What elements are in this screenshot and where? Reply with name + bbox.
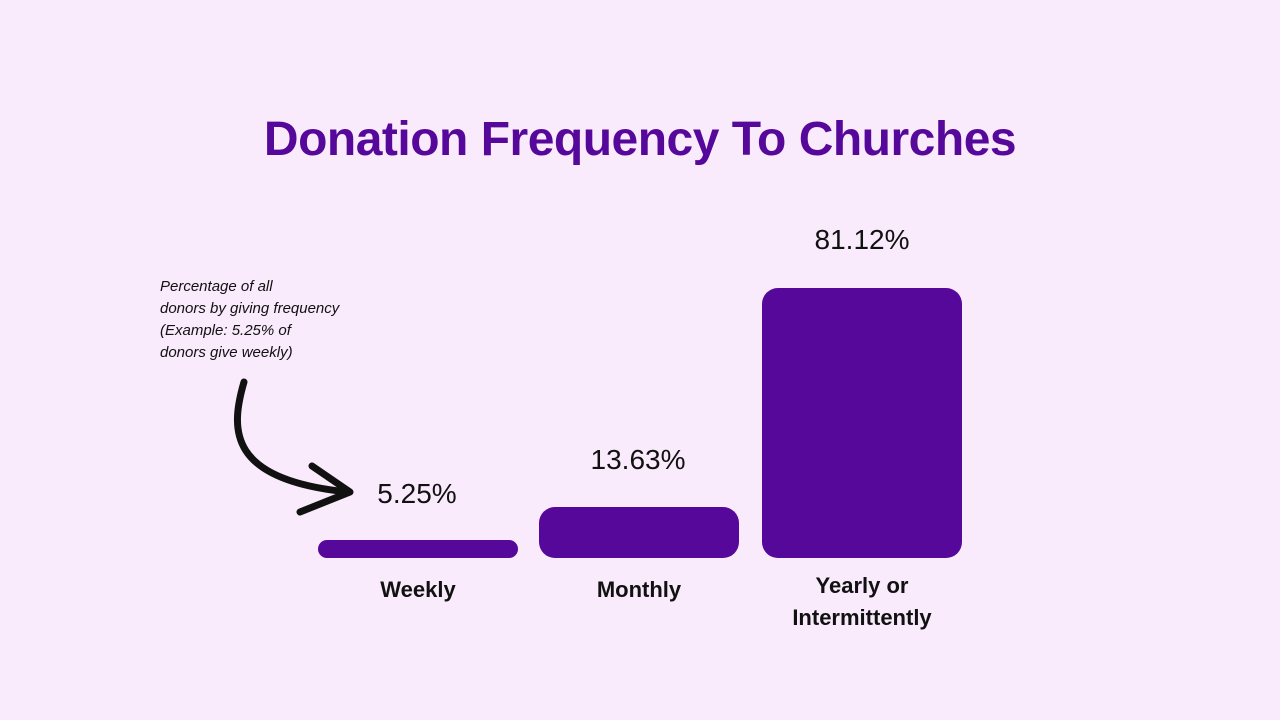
value-label-yearly: 81.12%	[814, 224, 910, 255]
note-line: Percentage of all	[160, 278, 273, 295]
bar-weekly	[318, 540, 518, 558]
bar-yearly	[762, 288, 962, 558]
category-label-yearly: Yearly or Intermittently	[752, 570, 972, 634]
value-label-weekly: 5.25%	[377, 478, 457, 509]
category-label-line: Intermittently	[792, 605, 932, 630]
bar-monthly	[539, 507, 739, 558]
curved-arrow-icon	[233, 378, 354, 516]
category-label-monthly: Monthly	[596, 577, 682, 602]
chart-title: Donation Frequency To Churches	[263, 113, 1017, 166]
note-line: donors by giving frequency	[160, 300, 340, 317]
annotation-note: Percentage of all donors by giving frequ…	[160, 276, 380, 364]
note-line: (Example: 5.25% of	[160, 322, 291, 339]
note-line: donors give weekly)	[160, 344, 293, 361]
category-label-weekly: Weekly	[380, 577, 456, 602]
category-label-line: Yearly or	[815, 573, 909, 598]
value-label-monthly: 13.63%	[590, 444, 686, 475]
